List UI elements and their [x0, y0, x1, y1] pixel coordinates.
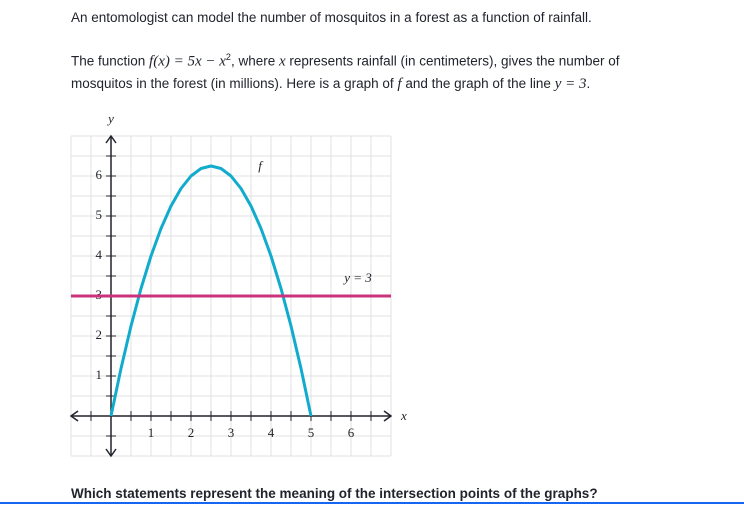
arrow [105, 134, 117, 144]
x-tick-label: 4 [268, 425, 275, 440]
y-tick-label: 4 [96, 247, 103, 262]
math: f [397, 75, 402, 92]
y-tick-label: 2 [96, 327, 103, 342]
text: represents rainfall (in centimeters), gi… [71, 53, 620, 91]
description: The function f(x) = 5x − x2, where x rep… [71, 47, 681, 95]
math: y = 3 [554, 75, 587, 92]
x-tick-label: 1 [148, 425, 155, 440]
intro-text: An entomologist can model the number of … [71, 10, 592, 25]
series-label: y = 3 [342, 270, 372, 285]
arrow [69, 410, 79, 422]
divider [0, 502, 744, 504]
text: and the graph of the line [401, 75, 555, 91]
x-tick-label: 6 [348, 425, 355, 440]
series-label: f [258, 158, 264, 173]
text: The function [71, 53, 150, 69]
math: f(x) = 5x − x [149, 53, 226, 70]
text: . [586, 75, 591, 91]
graph: 1 2 3 4 5 6 1 2 3 4 5 6 x y f y = 3 [69, 111, 407, 458]
y-tick-label: 6 [96, 167, 103, 182]
x-tick-label: 3 [228, 425, 235, 440]
text: , where [230, 53, 279, 69]
series-line [109, 164, 313, 417]
math: x [278, 53, 286, 70]
y-tick-label: 1 [96, 367, 103, 382]
y-tick-label: 5 [96, 207, 103, 222]
exponent: 2 [225, 52, 231, 62]
x-tick-label: 5 [308, 425, 315, 440]
arrow [105, 448, 117, 458]
question: Which statements represent the meaning o… [71, 486, 598, 501]
x-axis-label: x [400, 408, 407, 423]
arrow [383, 410, 393, 422]
x-tick-label: 2 [188, 425, 195, 440]
y-axis-label: y [106, 111, 114, 126]
y-tick-label: 3 [96, 287, 103, 302]
